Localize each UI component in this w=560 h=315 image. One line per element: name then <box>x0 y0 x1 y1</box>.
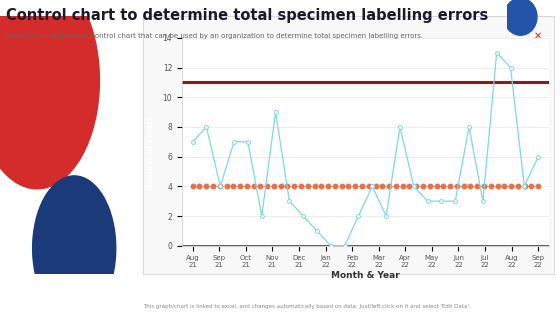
Circle shape <box>504 0 537 35</box>
Circle shape <box>32 176 116 315</box>
Circle shape <box>0 0 100 189</box>
Text: Number of Errors: Number of Errors <box>146 115 155 190</box>
Text: Control chart to determine total specimen labelling errors: Control chart to determine total specime… <box>6 8 488 23</box>
X-axis label: Month & Year: Month & Year <box>331 271 400 280</box>
Text: ✕: ✕ <box>533 31 542 41</box>
Text: This graph/chart is linked to excel, and changes automatically based on data. Ju: This graph/chart is linked to excel, and… <box>143 304 470 309</box>
Text: Following slide portrays control chart that can be used by an organization to de: Following slide portrays control chart t… <box>6 33 423 39</box>
